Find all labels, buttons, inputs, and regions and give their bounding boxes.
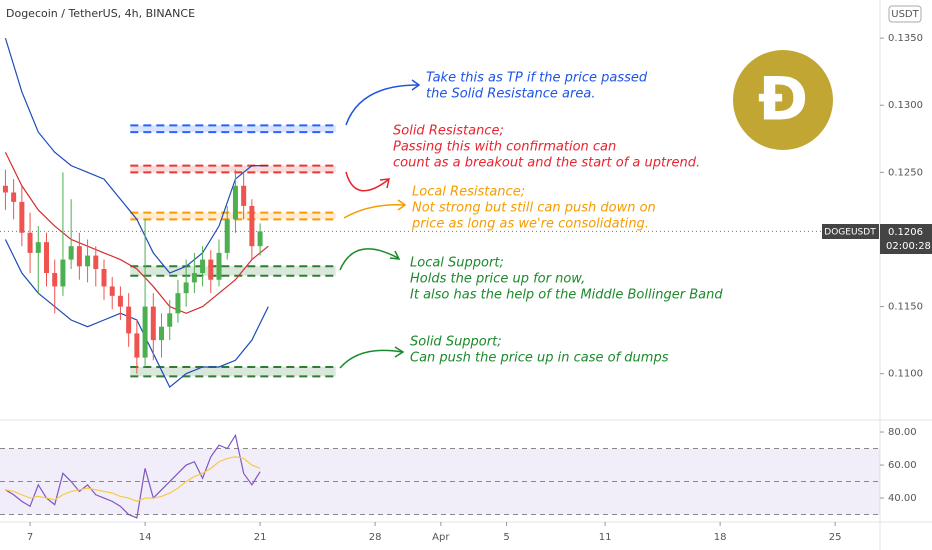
candle-body — [52, 273, 58, 287]
annotation: Take this as TP if the price passed — [426, 71, 648, 86]
zone — [130, 125, 336, 133]
x-tick-label: 25 — [829, 532, 842, 543]
candle-body — [183, 282, 189, 294]
zone — [130, 165, 336, 173]
candle-body — [35, 242, 41, 253]
candle-body — [126, 306, 132, 334]
arrowhead — [389, 250, 401, 260]
candle-body — [101, 268, 107, 287]
x-tick-label: Apr — [432, 532, 450, 543]
y-tick-label: 0.1300 — [888, 100, 923, 111]
price-label: 0.1206 — [888, 227, 923, 238]
zone — [130, 266, 336, 276]
candle-body — [159, 326, 165, 341]
annotation: Can push the price up in case of dumps — [410, 351, 669, 366]
rsi-line — [5, 433, 261, 519]
price-tag — [880, 224, 932, 254]
arrowhead — [394, 346, 405, 358]
annotation: the Solid Resistance area. — [426, 87, 595, 102]
candle-body — [117, 295, 123, 307]
arrowhead — [397, 199, 407, 211]
annotation: Solid Support; — [410, 335, 502, 350]
zone — [130, 366, 336, 377]
candle-body — [232, 185, 238, 220]
annotation: Passing this with confirmation can — [393, 140, 616, 155]
candle-body — [191, 273, 197, 283]
candle-body — [208, 259, 214, 280]
y-tick-label: 60.00 — [888, 460, 917, 471]
bollinger-line — [4, 37, 269, 274]
rsi-line — [5, 456, 261, 502]
x-tick-label: 14 — [139, 532, 152, 543]
arrow — [343, 204, 405, 219]
arrow — [339, 248, 399, 271]
candle-body — [85, 255, 91, 267]
annotation: It also has the help of the Middle Bolli… — [410, 288, 723, 303]
annotation: Local Support; — [410, 256, 504, 271]
candle-body — [167, 313, 173, 327]
x-tick-label: 28 — [369, 532, 382, 543]
candle-body — [27, 232, 33, 253]
currency[interactable]: USDT — [891, 9, 919, 20]
y-tick-label: 0.1100 — [888, 369, 923, 380]
y-tick-label: 0.1250 — [888, 167, 923, 178]
candle-body — [93, 255, 99, 269]
countdown: 02:00:28 — [886, 241, 931, 252]
candle-body — [68, 246, 74, 260]
arrow — [345, 171, 389, 192]
x-tick-label: 18 — [714, 532, 727, 543]
candle-body — [134, 333, 140, 358]
chart-title: Dogecoin / TetherUS, 4h, BINANCE — [6, 7, 195, 20]
candle-body — [142, 306, 148, 358]
x-tick-label: 21 — [254, 532, 267, 543]
symbol-tag — [822, 224, 879, 239]
annotation: Local Resistance; — [412, 185, 525, 200]
candle-body — [60, 259, 66, 287]
candle-body — [43, 242, 49, 274]
candle-body — [175, 293, 181, 314]
candle-body — [257, 231, 263, 247]
candle-body — [224, 219, 230, 253]
candle-body — [109, 286, 115, 296]
arrow — [345, 84, 419, 126]
logo-circle — [733, 50, 833, 150]
annotation: price as long as we're consolidating. — [411, 217, 649, 232]
candle-body — [216, 252, 222, 280]
arrowhead — [411, 79, 421, 91]
arrows — [339, 79, 421, 369]
y-tick-label: 0.1350 — [888, 33, 923, 44]
candle-body — [249, 205, 255, 247]
arrowhead — [379, 178, 390, 189]
x-tick-label: 5 — [503, 532, 509, 543]
candle-body — [150, 306, 156, 341]
symbol-label: DOGEUSDT — [824, 228, 876, 238]
candle-body — [241, 185, 247, 206]
candle-body — [200, 259, 206, 274]
candle-body — [11, 192, 17, 202]
annotation: Holds the price up for now, — [410, 272, 585, 287]
logo: Ð — [758, 65, 808, 135]
candle-body — [19, 201, 25, 233]
arrow — [339, 349, 403, 369]
candle-body — [2, 185, 8, 193]
currency-box[interactable] — [888, 5, 922, 23]
y-tick-label: 0.1150 — [888, 302, 923, 313]
x-tick-label: 11 — [599, 532, 612, 543]
bollinger-line — [4, 151, 269, 314]
y-tick-label: 40.00 — [888, 493, 917, 504]
x-tick-label: 7 — [27, 532, 33, 543]
annotation: Solid Resistance; — [393, 124, 504, 139]
y-tick-label: 80.00 — [888, 427, 917, 438]
candle-body — [76, 246, 82, 267]
annotation: count as a breakout and the start of a u… — [393, 156, 700, 171]
annotation: Not strong but still can push down on — [412, 201, 656, 216]
